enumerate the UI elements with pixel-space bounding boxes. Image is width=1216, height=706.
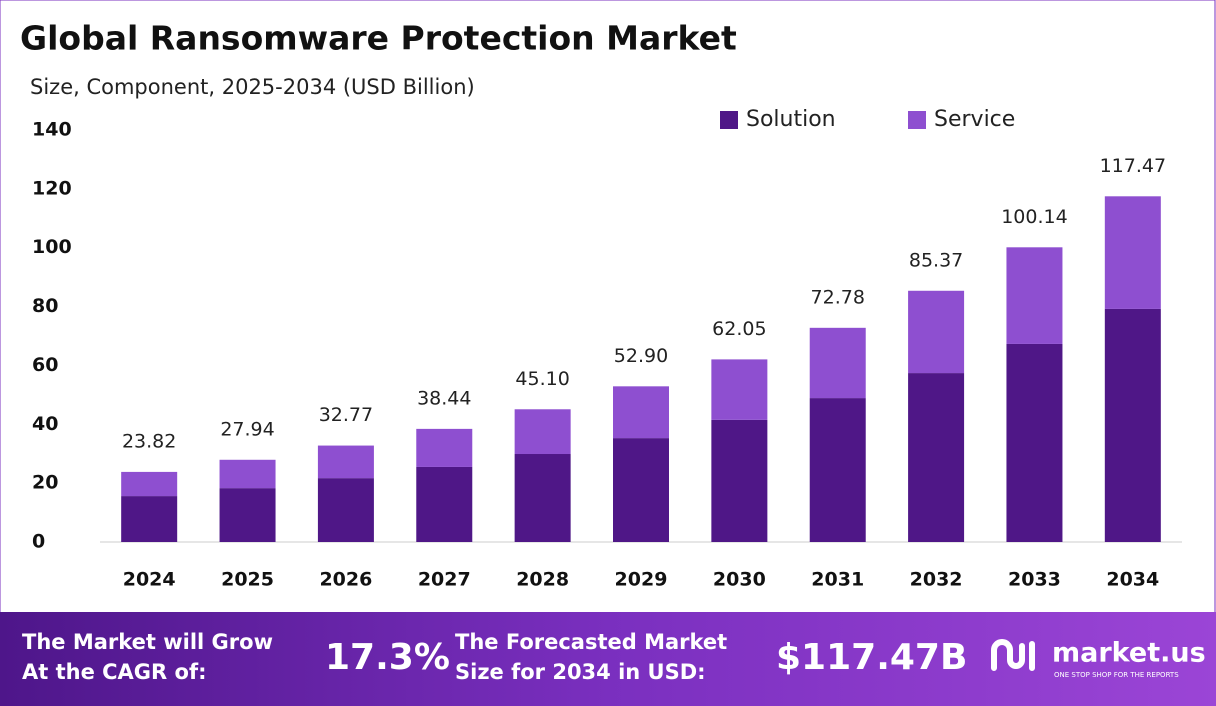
total-label: 45.10 bbox=[515, 368, 569, 390]
bar-segment bbox=[809, 398, 866, 542]
bar-segment bbox=[908, 373, 965, 542]
x-tick-label: 2030 bbox=[713, 569, 766, 591]
x-tick-label: 2026 bbox=[319, 569, 372, 591]
legend-label: Service bbox=[934, 107, 1015, 132]
footer-text: The Forecasted Market bbox=[455, 630, 727, 654]
total-label: 100.14 bbox=[1001, 206, 1067, 228]
footer-text: The Market will Grow bbox=[22, 630, 273, 654]
y-tick-label: 140 bbox=[32, 119, 72, 141]
total-label: 85.37 bbox=[909, 249, 963, 271]
total-label: 72.78 bbox=[811, 286, 865, 308]
x-tick-label: 2029 bbox=[615, 569, 668, 591]
bar-segment bbox=[416, 466, 473, 542]
bar-segment bbox=[317, 478, 374, 542]
footer-value: 17.3% bbox=[325, 637, 450, 678]
total-label: 23.82 bbox=[122, 430, 176, 452]
bar-segment bbox=[514, 409, 571, 455]
bar-segment bbox=[416, 428, 473, 467]
footer-banner bbox=[0, 612, 1216, 706]
bar-segment bbox=[514, 454, 571, 542]
legend-swatch bbox=[720, 111, 738, 129]
legend-swatch bbox=[908, 111, 926, 129]
bar-segment bbox=[121, 471, 178, 497]
total-label: 117.47 bbox=[1100, 155, 1166, 177]
bar-segment bbox=[613, 386, 669, 439]
x-tick-label: 2034 bbox=[1106, 569, 1159, 591]
total-label: 32.77 bbox=[319, 404, 373, 426]
chart-title: Global Ransomware Protection Market bbox=[20, 19, 737, 58]
bar-segment bbox=[121, 496, 178, 542]
x-tick-label: 2024 bbox=[123, 569, 176, 591]
footer-value: $117.47B bbox=[776, 637, 967, 678]
bar-segment bbox=[219, 488, 276, 542]
bar-segment bbox=[317, 445, 374, 479]
x-tick-label: 2027 bbox=[418, 569, 471, 591]
total-label: 27.94 bbox=[220, 418, 274, 440]
footer-text: Size for 2034 in USD: bbox=[455, 660, 706, 684]
brand-name: market.us bbox=[1052, 638, 1206, 669]
x-tick-label: 2032 bbox=[910, 569, 963, 591]
y-tick-label: 40 bbox=[32, 413, 58, 435]
bar-segment bbox=[613, 438, 669, 542]
bar-segment bbox=[1104, 196, 1161, 309]
total-label: 62.05 bbox=[712, 318, 766, 340]
brand-logo bbox=[991, 639, 1035, 671]
bar-segment bbox=[711, 419, 768, 542]
x-tick-label: 2028 bbox=[516, 569, 569, 591]
bar-segment bbox=[1006, 247, 1063, 344]
y-tick-label: 60 bbox=[32, 354, 58, 376]
total-label: 38.44 bbox=[417, 387, 471, 409]
bar-segment bbox=[219, 459, 276, 489]
x-tick-label: 2031 bbox=[811, 569, 864, 591]
footer-text: At the CAGR of: bbox=[22, 660, 207, 684]
chart-subtitle: Size, Component, 2025-2034 (USD Billion) bbox=[30, 75, 475, 99]
bar-segment bbox=[908, 290, 965, 374]
y-tick-label: 80 bbox=[32, 295, 58, 317]
bar-segment bbox=[1006, 343, 1063, 542]
x-tick-label: 2025 bbox=[221, 569, 274, 591]
x-tick-label: 2033 bbox=[1008, 569, 1061, 591]
bar-segment bbox=[1104, 308, 1161, 542]
y-tick-label: 100 bbox=[32, 236, 72, 258]
bar-segment bbox=[711, 359, 768, 420]
bar-segment bbox=[809, 327, 866, 399]
y-tick-label: 0 bbox=[32, 531, 45, 553]
y-tick-label: 20 bbox=[32, 472, 58, 494]
brand-tagline: ONE STOP SHOP FOR THE REPORTS bbox=[1054, 671, 1179, 679]
total-label: 52.90 bbox=[614, 345, 668, 367]
legend-label: Solution bbox=[746, 107, 836, 132]
y-tick-label: 120 bbox=[32, 177, 72, 199]
